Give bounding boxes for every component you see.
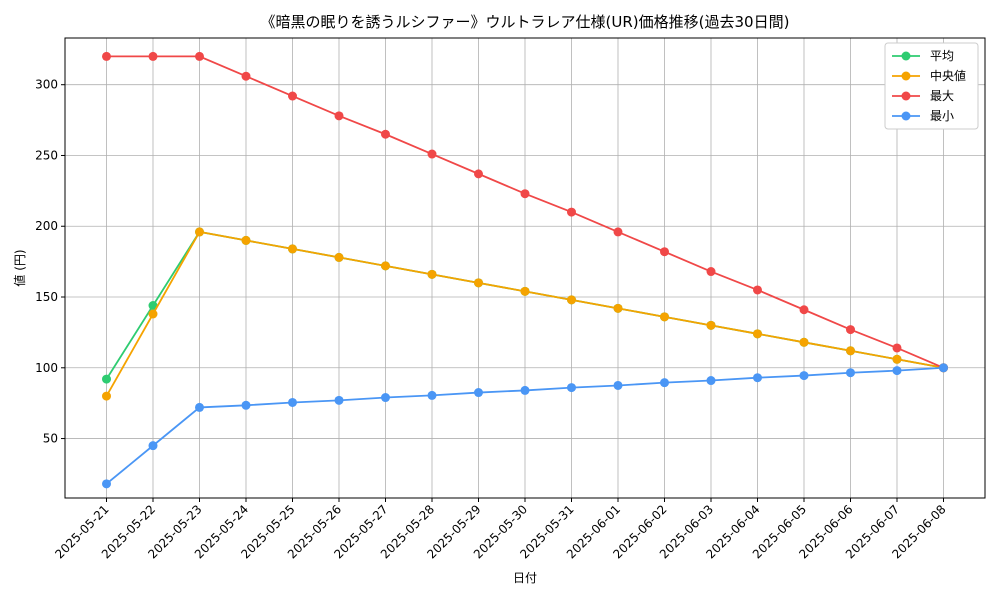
- data-point: [427, 149, 437, 159]
- y-tick-label: 200: [35, 219, 58, 233]
- legend-box: [884, 42, 979, 130]
- data-point: [799, 305, 809, 315]
- data-point: [660, 247, 669, 257]
- data-point: [381, 129, 390, 139]
- data-point: [288, 91, 297, 101]
- data-point: [288, 244, 297, 254]
- data-point: [241, 71, 251, 81]
- data-point: [660, 312, 669, 322]
- legend-item: 最大: [892, 89, 954, 103]
- data-point: [148, 51, 158, 61]
- data-point: [334, 111, 344, 121]
- data-point: [846, 325, 855, 335]
- data-point: [660, 378, 669, 388]
- data-point: [195, 51, 204, 61]
- data-point: [427, 269, 437, 279]
- data-point: [706, 267, 716, 277]
- legend-item: 中央値: [892, 68, 966, 83]
- series-2: [102, 227, 948, 401]
- y-axis-label: 値 (円): [12, 249, 27, 286]
- data-point: [846, 346, 855, 356]
- data-point: [799, 337, 809, 347]
- y-tick-label: 50: [43, 432, 58, 446]
- data-point: [474, 388, 483, 398]
- y-tick-label: 250: [35, 148, 58, 162]
- data-point: [102, 479, 111, 489]
- data-point: [939, 363, 948, 373]
- data-point: [799, 371, 809, 381]
- data-point: [427, 390, 437, 400]
- data-point: [148, 441, 158, 451]
- series-group: [102, 51, 948, 489]
- data-point: [195, 402, 204, 412]
- data-point: [892, 343, 902, 353]
- data-point: [753, 373, 762, 383]
- data-point: [334, 252, 344, 262]
- data-point: [892, 366, 902, 376]
- data-point: [102, 391, 111, 401]
- legend-label: 最大: [930, 89, 954, 103]
- data-point: [706, 376, 716, 386]
- legend-label: 中央値: [930, 68, 966, 83]
- grid-lines: [65, 38, 985, 498]
- legend-item: 平均: [892, 49, 954, 63]
- data-point: [520, 385, 530, 395]
- data-point: [195, 227, 204, 237]
- data-point: [148, 309, 158, 319]
- data-point: [241, 400, 251, 410]
- data-point: [381, 261, 390, 271]
- data-point: [474, 169, 483, 179]
- data-point: [381, 393, 390, 403]
- data-point: [520, 286, 530, 296]
- data-point: [148, 301, 158, 311]
- y-tick-label: 300: [35, 78, 58, 92]
- data-point: [102, 374, 111, 384]
- data-point: [613, 227, 623, 237]
- y-axis-ticks: 50 100 150 200 250 300: [35, 78, 65, 446]
- legend-marker: [901, 111, 911, 121]
- legend-marker: [901, 51, 911, 61]
- y-tick-label: 150: [35, 290, 58, 304]
- data-point: [613, 303, 623, 313]
- y-tick-label: 100: [35, 361, 58, 375]
- x-axis-ticks: 2025-05-212025-05-222025-05-232025-05-24…: [52, 498, 949, 561]
- data-point: [567, 207, 576, 217]
- data-point: [102, 51, 111, 61]
- data-point: [288, 397, 297, 407]
- data-point: [567, 383, 576, 393]
- data-point: [846, 368, 855, 378]
- legend-marker: [901, 71, 911, 81]
- data-point: [753, 329, 762, 339]
- data-point: [241, 235, 251, 245]
- data-point: [567, 295, 576, 305]
- data-point: [892, 354, 902, 364]
- legend-item: 最小: [892, 109, 954, 123]
- legend-label: 平均: [930, 49, 954, 63]
- chart-title: 《暗黒の眠りを誘うルシファー》ウルトラレア仕様(UR)価格推移(過去30日間): [261, 13, 790, 31]
- legend-marker: [901, 91, 911, 101]
- data-point: [334, 395, 344, 405]
- data-point: [706, 320, 716, 330]
- legend-label: 最小: [930, 109, 954, 123]
- x-axis-label: 日付: [513, 571, 537, 585]
- data-point: [520, 189, 530, 199]
- data-point: [613, 380, 623, 390]
- series-4: [102, 363, 948, 489]
- data-point: [753, 285, 762, 295]
- data-point: [474, 278, 483, 288]
